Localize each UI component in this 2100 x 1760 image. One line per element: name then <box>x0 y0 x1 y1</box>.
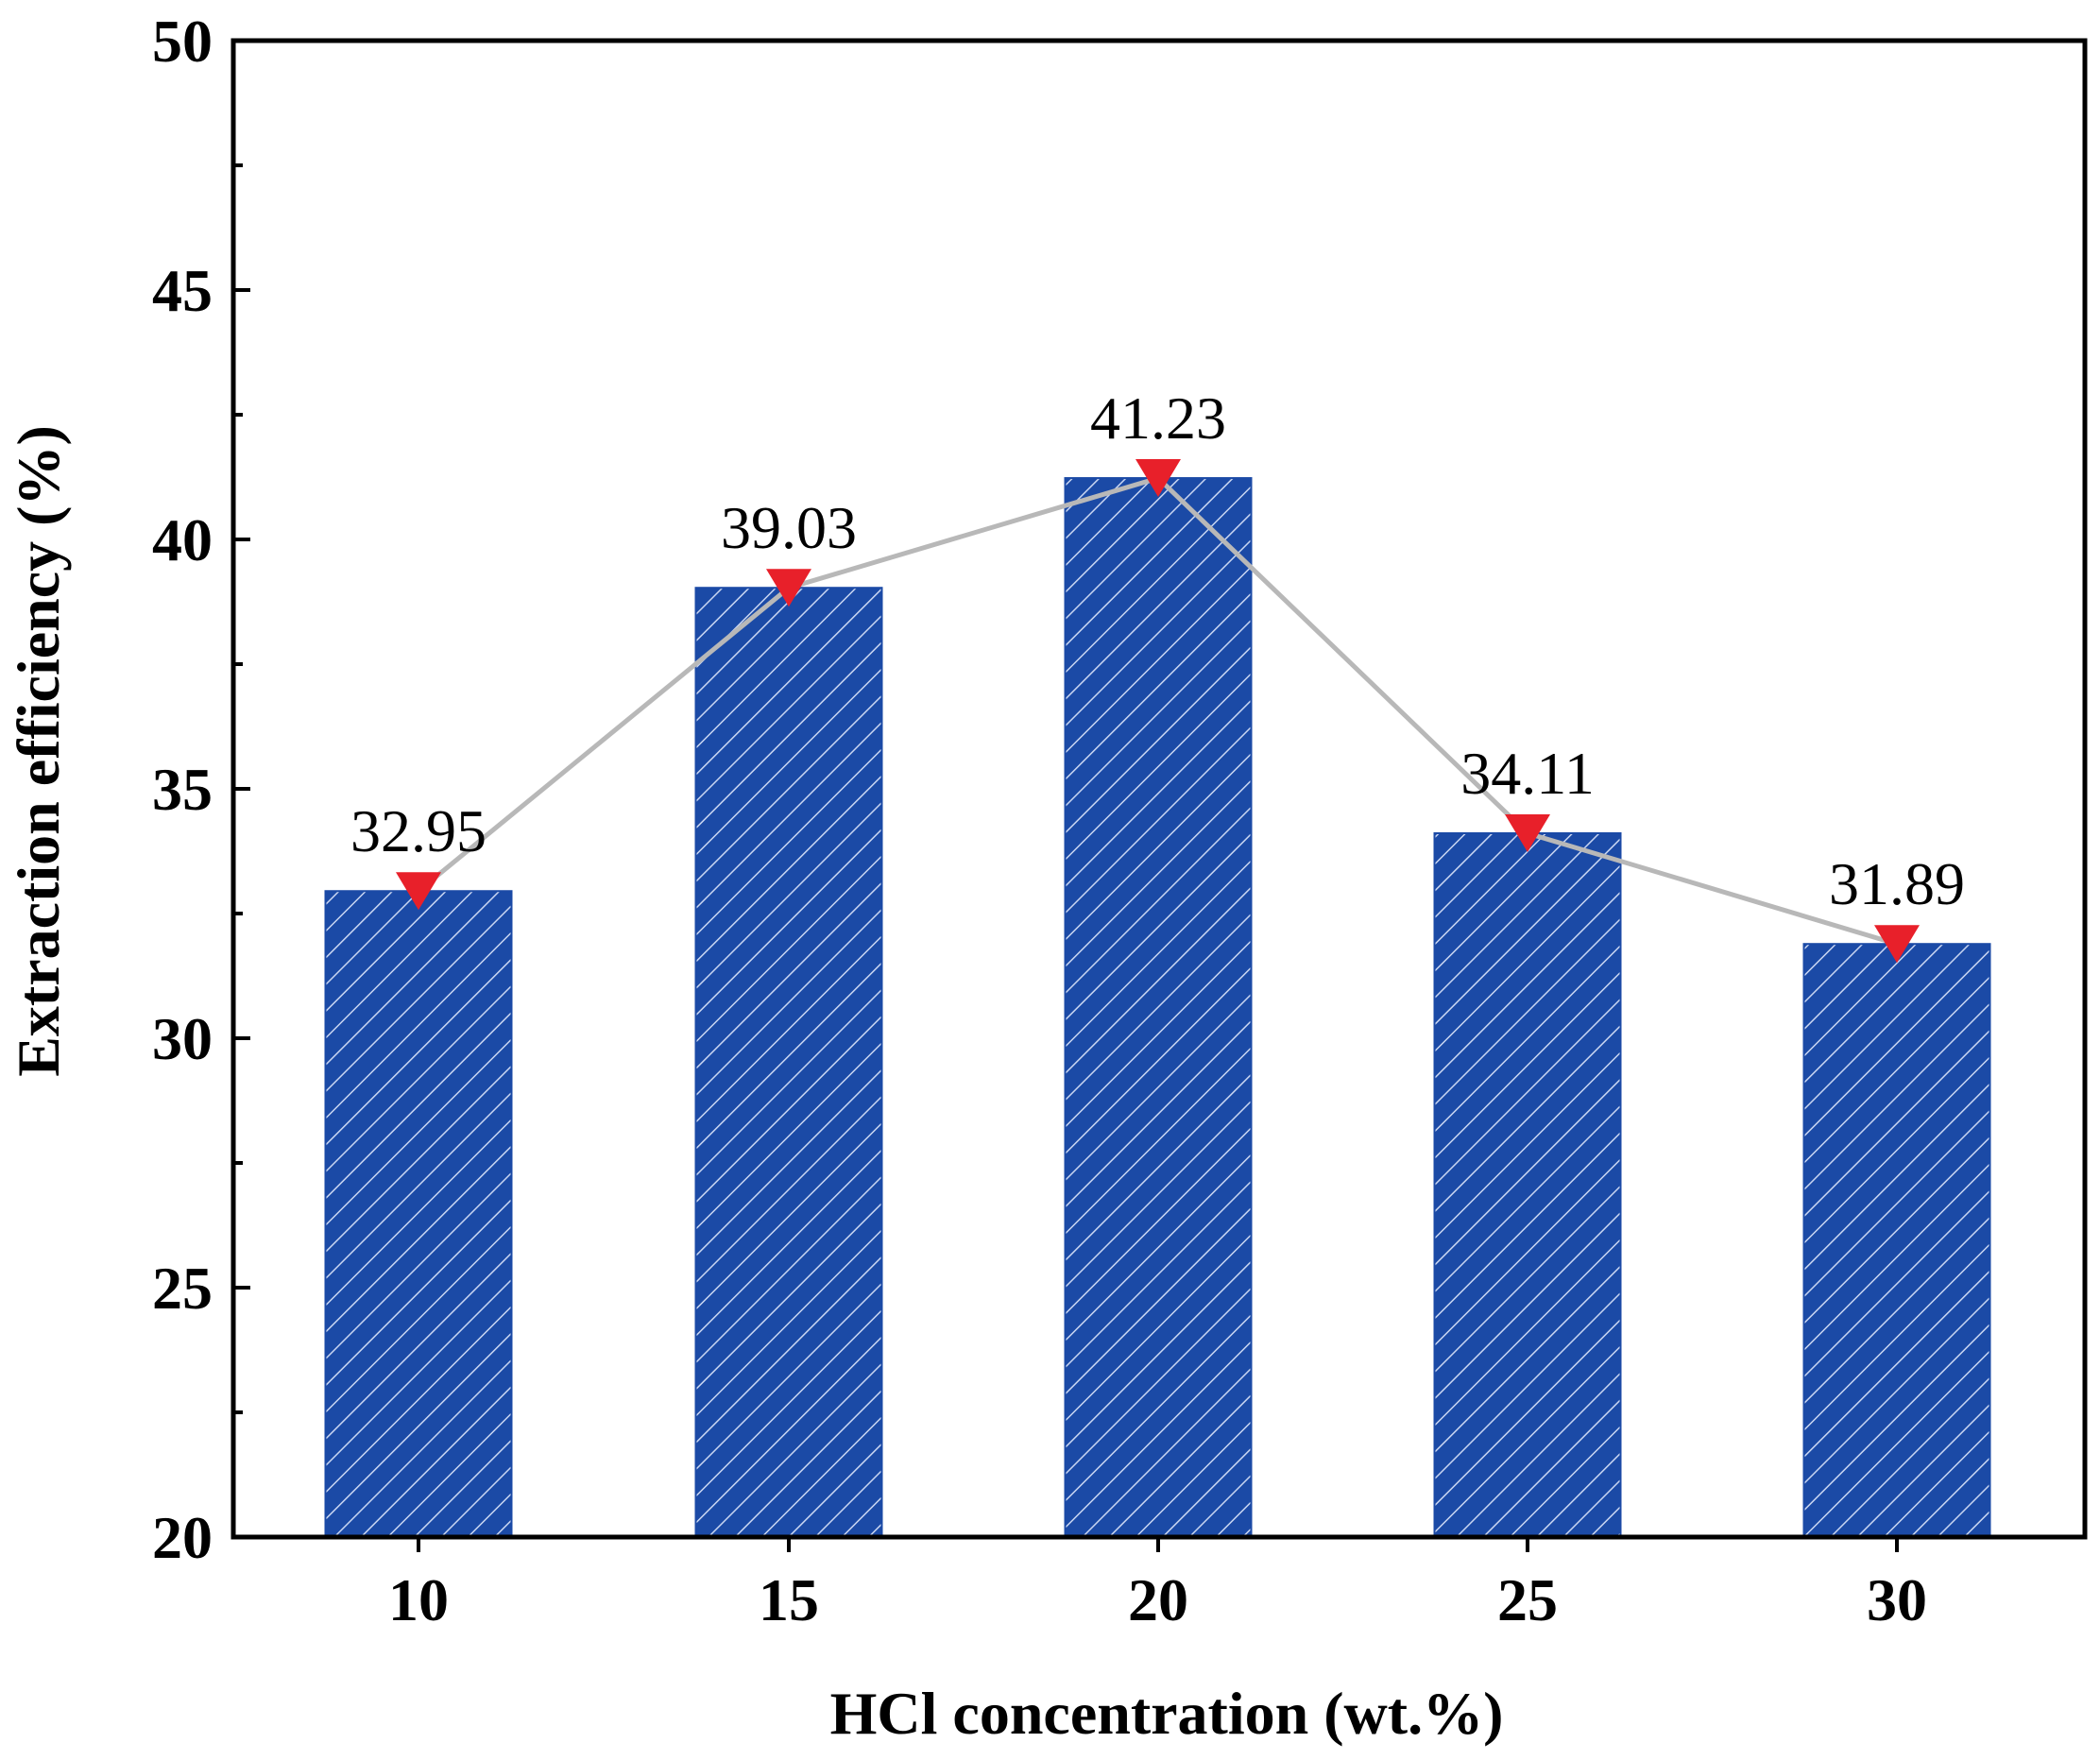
y-axis-title: Extraction efficiency (%) <box>5 425 72 1077</box>
y-tick-label-25: 25 <box>152 1255 213 1322</box>
line-layer <box>396 459 1920 964</box>
x-tick-label-10: 10 <box>388 1566 449 1633</box>
marker-30 <box>1874 925 1920 964</box>
marker-20 <box>1135 459 1181 498</box>
x-tick-label-15: 15 <box>759 1566 819 1633</box>
data-label-10: 32.95 <box>350 797 487 864</box>
y-tick-label-40: 40 <box>152 506 213 573</box>
y-tick-label-20: 20 <box>152 1504 213 1571</box>
y-tick-label-50: 50 <box>152 8 213 75</box>
marker-15 <box>766 569 811 607</box>
axes-layer: 20 25 30 35 40 45 50 10 15 20 25 30 <box>152 8 2088 1633</box>
data-label-20: 41.23 <box>1090 384 1226 452</box>
y-tick-label-35: 35 <box>152 756 213 823</box>
data-labels-layer: 32.95 39.03 41.23 34.11 31.89 <box>350 384 1965 917</box>
x-axis-title: HCl concentration (wt.%) <box>830 1680 1504 1747</box>
x-tick-label-30: 30 <box>1867 1566 1927 1633</box>
data-label-25: 34.11 <box>1460 740 1595 807</box>
bar-25 <box>1433 831 1622 1538</box>
data-label-15: 39.03 <box>721 494 857 561</box>
bar-20 <box>1064 477 1253 1538</box>
bar-15 <box>694 587 883 1538</box>
bar-30 <box>1802 943 1991 1538</box>
x-tick-label-25: 25 <box>1497 1566 1558 1633</box>
bar-10 <box>324 890 513 1538</box>
bars-layer <box>324 477 1991 1538</box>
y-tick-label-30: 30 <box>152 1005 213 1072</box>
y-tick-label-45: 45 <box>152 257 213 324</box>
marker-25 <box>1505 813 1550 852</box>
marker-10 <box>396 872 441 911</box>
data-label-30: 31.89 <box>1829 850 1965 917</box>
x-tick-label-20: 20 <box>1128 1566 1188 1633</box>
